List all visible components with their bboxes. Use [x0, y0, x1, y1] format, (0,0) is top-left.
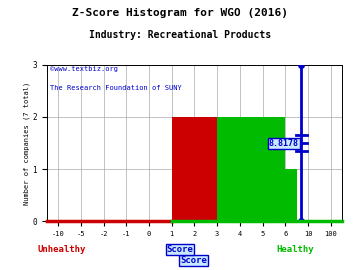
Text: Score: Score — [167, 245, 193, 254]
Text: ©www.textbiz.org: ©www.textbiz.org — [50, 66, 118, 72]
Text: The Research Foundation of SUNY: The Research Foundation of SUNY — [50, 85, 181, 91]
Text: Healthy: Healthy — [276, 245, 314, 254]
Bar — [172, 117, 217, 221]
Text: Z-Score Histogram for WGO (2016): Z-Score Histogram for WGO (2016) — [72, 8, 288, 18]
Text: Industry: Recreational Products: Industry: Recreational Products — [89, 30, 271, 40]
Text: Score: Score — [180, 256, 207, 265]
Bar — [285, 169, 297, 221]
Bar — [217, 117, 285, 221]
Text: Unhealthy: Unhealthy — [37, 245, 85, 254]
Text: 8.8178: 8.8178 — [269, 139, 298, 148]
Y-axis label: Number of companies (7 total): Number of companies (7 total) — [23, 82, 30, 205]
